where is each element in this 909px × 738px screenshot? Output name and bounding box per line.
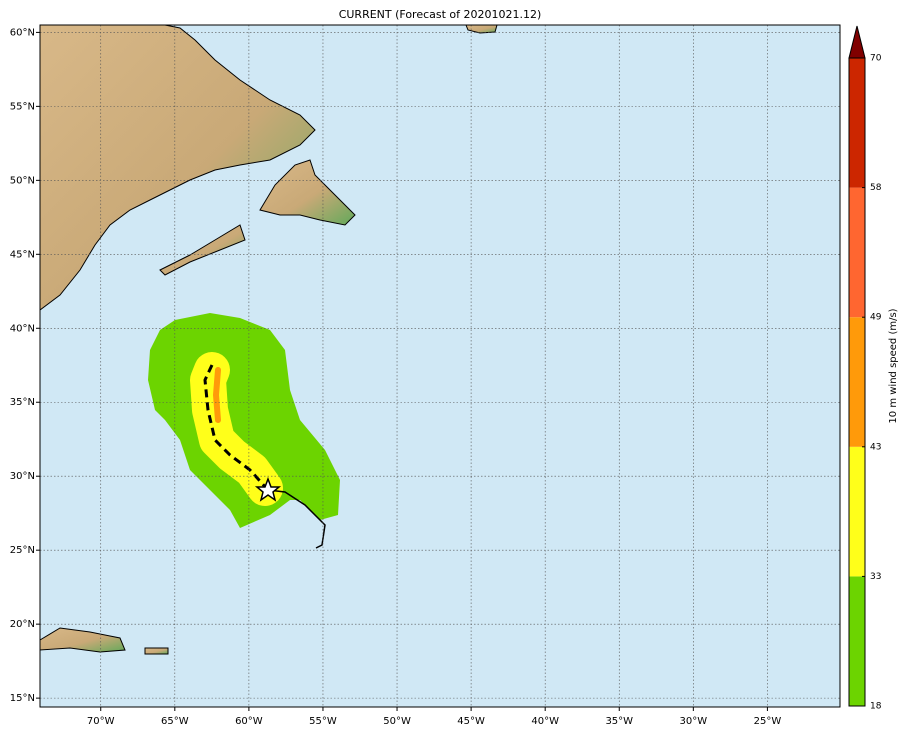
lon-tick-label: 45°W [457,716,485,727]
colorbar-tick-label: 33 [870,572,881,582]
map-frame [39,24,841,708]
colorbar-extend [848,25,866,59]
lon-tick-label: 35°W [605,716,633,727]
colorbar-segment [849,446,865,577]
lon-tick-label: 70°W [87,716,115,727]
colorbar-tick-label: 49 [870,313,882,323]
lon-tick-label: 50°W [383,716,411,727]
colorbar-tick-label: 43 [870,442,881,452]
lat-tick-label: 55°N [10,101,35,112]
colorbar-tick-label: 58 [870,183,882,193]
lat-tick-label: 50°N [10,175,35,186]
lat-tick-label: 20°N [10,619,35,630]
colorbar-tick-label: 18 [870,702,882,712]
storm-position [254,476,282,502]
lon-tick-label: 55°W [309,716,337,727]
lat-tick-label: 30°N [10,471,35,482]
colorbar-segment [849,576,865,706]
colorbar-label: 10 m wind speed (m/s) [888,308,899,423]
grid [40,25,840,707]
colorbar-frame [848,57,866,707]
lat-tick-label: 25°N [10,545,35,556]
forecast-track [203,364,270,492]
lon-tick-label: 60°W [235,716,263,727]
lat-tick-label: 60°N [10,27,35,38]
lon-tick-label: 65°W [161,716,189,727]
lat-tick-label: 35°N [10,397,35,408]
past-track [267,489,326,549]
colorbar-segment [849,187,865,318]
colorbar-segment [849,58,865,188]
lat-tick-label: 40°N [10,323,35,334]
map-title: CURRENT (Forecast of 20201021.12) [339,8,542,21]
colorbar-segment [849,317,865,447]
colorbar-tick-label: 70 [870,54,882,64]
lon-tick-label: 40°W [531,716,559,727]
land [39,24,498,655]
lon-tick-label: 25°W [754,716,782,727]
lon-tick-label: 30°W [680,716,708,727]
lat-tick-label: 45°N [10,249,35,260]
lat-tick-label: 15°N [10,693,35,704]
